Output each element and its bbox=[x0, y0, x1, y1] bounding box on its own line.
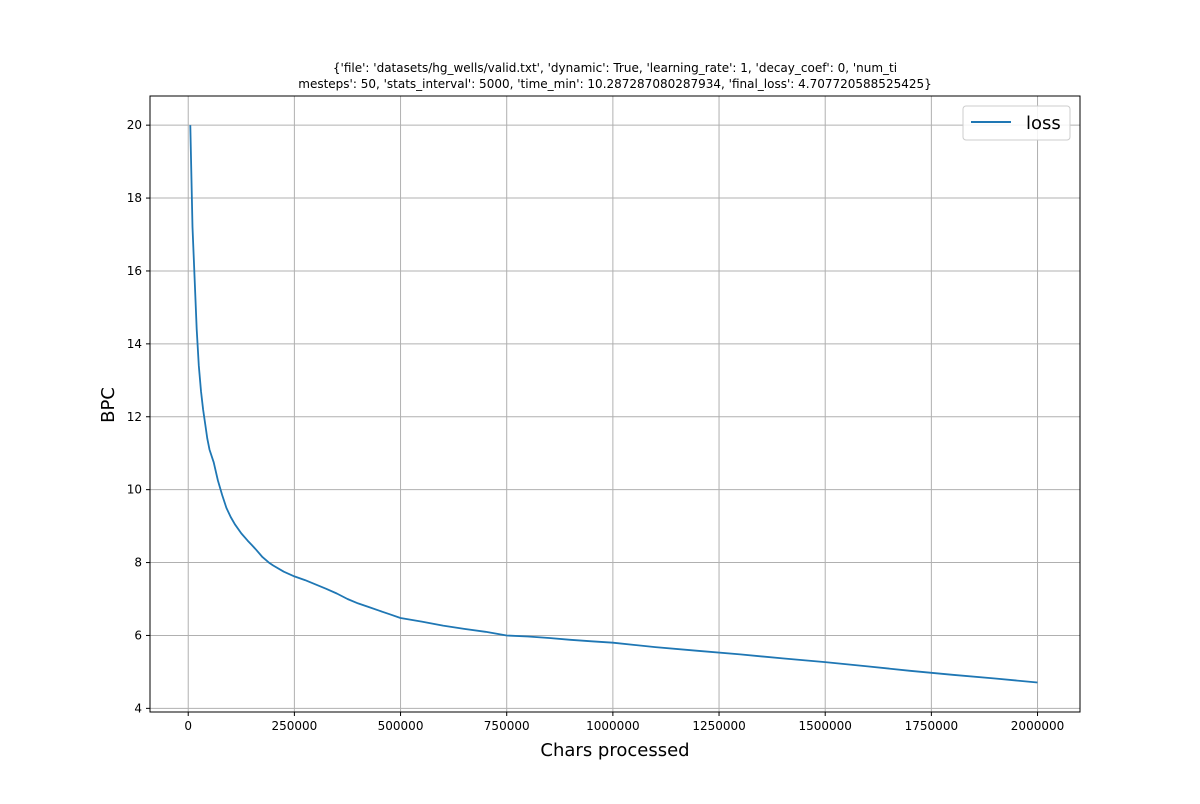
y-axis-label: BPC bbox=[98, 387, 119, 423]
x-tick-label: 750000 bbox=[484, 719, 530, 733]
x-tick-label: 0 bbox=[184, 719, 192, 733]
y-tick-label: 10 bbox=[127, 483, 142, 497]
plot-frame bbox=[149, 95, 1081, 713]
x-tick-label: 1000000 bbox=[586, 719, 639, 733]
chart-title-line-2: mesteps': 50, 'stats_interval': 5000, 't… bbox=[298, 77, 932, 91]
y-tick-label: 14 bbox=[127, 337, 142, 351]
y-tick-label: 8 bbox=[134, 556, 142, 570]
grid-lines bbox=[150, 96, 1080, 712]
y-axis-ticks: 4 6 8 10 12 14 16 18 20 bbox=[127, 118, 150, 715]
x-axis-ticks: 0 250000 500000 750000 1000000 1250000 1500000… bbox=[184, 712, 1064, 733]
y-tick-label: 20 bbox=[127, 118, 142, 132]
x-axis-label: Chars processed bbox=[540, 740, 689, 761]
legend-box bbox=[962, 105, 1071, 141]
y-tick-label: 18 bbox=[127, 191, 142, 205]
x-tick-label: 2000000 bbox=[1011, 719, 1064, 733]
x-tick-label: 1500000 bbox=[798, 719, 851, 733]
series-layer bbox=[189, 125, 1038, 684]
y-tick-label: 4 bbox=[134, 701, 142, 715]
x-tick-label: 1750000 bbox=[905, 719, 958, 733]
x-tick-label: 500000 bbox=[378, 719, 424, 733]
legend-label-loss: loss bbox=[1026, 113, 1061, 134]
y-tick-label: 12 bbox=[127, 410, 142, 424]
x-tick-label: 250000 bbox=[271, 719, 317, 733]
legend: loss bbox=[962, 105, 1071, 141]
chart-title-line-1: {'file': 'datasets/hg_wells/valid.txt', … bbox=[333, 61, 897, 75]
y-tick-label: 16 bbox=[127, 264, 142, 278]
series-line-loss bbox=[189, 125, 1038, 684]
y-tick-label: 6 bbox=[134, 628, 142, 642]
x-tick-label: 1250000 bbox=[692, 719, 745, 733]
